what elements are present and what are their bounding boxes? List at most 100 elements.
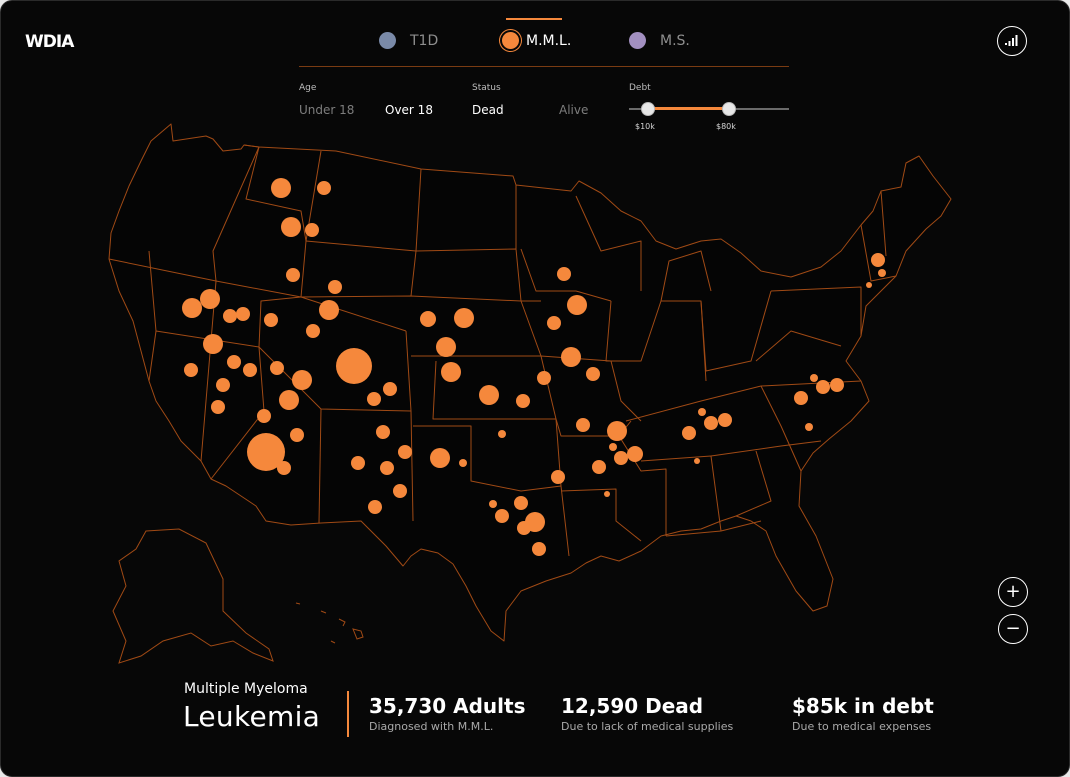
case-marker-tx3[interactable] (495, 509, 509, 523)
case-marker-id6[interactable] (264, 313, 278, 327)
wdia-logo[interactable]: WDIA (25, 32, 74, 52)
zoom-in-button[interactable]: + (998, 577, 1028, 607)
case-marker-ne3[interactable] (436, 337, 456, 357)
case-marker-nv3[interactable] (243, 363, 257, 377)
case-marker-ok1[interactable] (430, 448, 450, 468)
case-marker-ny1[interactable] (871, 253, 885, 267)
stat-diagnosed-value: 35,730 Adults (369, 694, 526, 718)
age-under-18-option[interactable]: Under 18 (299, 103, 355, 117)
case-marker-al1[interactable] (694, 458, 700, 464)
case-marker-ms1[interactable] (614, 451, 628, 465)
case-marker-ks2[interactable] (479, 385, 499, 405)
case-marker-nm3[interactable] (351, 456, 365, 470)
age-over-18-option[interactable]: Over 18 (385, 103, 433, 117)
tab-ms[interactable]: M.S. (629, 32, 690, 49)
debt-slider-max-handle[interactable] (722, 102, 736, 116)
status-dead-option[interactable]: Dead (472, 103, 504, 117)
case-marker-wy2[interactable] (319, 300, 339, 320)
case-marker-va1[interactable] (794, 391, 808, 405)
case-marker-ks3[interactable] (516, 394, 530, 408)
case-marker-mn1[interactable] (557, 267, 571, 281)
case-marker-co3[interactable] (367, 392, 381, 406)
case-marker-nv8[interactable] (211, 400, 225, 414)
t1d-dot-icon (379, 32, 396, 49)
case-marker-mo1[interactable] (537, 371, 551, 385)
case-marker-nv4[interactable] (184, 363, 198, 377)
status-alive-option[interactable]: Alive (559, 103, 589, 117)
case-marker-or4[interactable] (236, 307, 250, 321)
stat-dead-value: 12,590 Dead (561, 694, 704, 718)
case-marker-tn1[interactable] (607, 421, 627, 441)
case-marker-ms2[interactable] (627, 446, 643, 462)
case-marker-az4[interactable] (277, 461, 291, 475)
case-marker-id1[interactable] (271, 178, 291, 198)
case-marker-nv2[interactable] (227, 355, 241, 369)
case-marker-ks1[interactable] (441, 362, 461, 382)
case-marker-ny3[interactable] (866, 282, 872, 288)
case-marker-mo2[interactable] (561, 347, 581, 367)
case-marker-ar1[interactable] (576, 418, 590, 432)
case-marker-ut1[interactable] (306, 324, 320, 338)
case-marker-tx1[interactable] (489, 500, 497, 508)
case-marker-tn2[interactable] (609, 443, 617, 451)
case-marker-nm4[interactable] (380, 461, 394, 475)
disease-subtitle: Multiple Myeloma (184, 681, 308, 697)
stat-debt-desc: Due to medical expenses (792, 720, 932, 733)
case-marker-id3[interactable] (281, 217, 301, 237)
case-marker-va2[interactable] (810, 374, 818, 382)
disease-title: Leukemia (183, 700, 321, 733)
case-marker-id2[interactable] (317, 181, 331, 195)
case-marker-id5[interactable] (286, 268, 300, 282)
case-marker-ok3[interactable] (498, 430, 506, 438)
stats-button[interactable] (997, 26, 1027, 56)
case-marker-nm2[interactable] (398, 445, 412, 459)
case-marker-az3[interactable] (247, 433, 285, 471)
case-marker-id4[interactable] (305, 223, 319, 237)
case-marker-va3[interactable] (816, 380, 830, 394)
case-marker-tx2[interactable] (514, 496, 528, 510)
case-marker-or2[interactable] (200, 289, 220, 309)
case-marker-la2[interactable] (604, 491, 610, 497)
case-marker-ny2[interactable] (878, 269, 886, 277)
case-marker-mo3[interactable] (586, 367, 600, 381)
case-marker-az2[interactable] (290, 428, 304, 442)
minus-icon: − (1005, 618, 1021, 639)
case-marker-ky3[interactable] (718, 413, 732, 427)
tab-mml[interactable]: M.M.L. (502, 32, 571, 49)
case-marker-nm5[interactable] (393, 484, 407, 498)
disease-tabs: T1D M.M.L. M.S. (299, 26, 789, 67)
case-marker-or1[interactable] (182, 298, 202, 318)
case-marker-nm1[interactable] (376, 425, 390, 439)
case-marker-ne1[interactable] (420, 311, 436, 327)
case-marker-nv5[interactable] (216, 378, 230, 392)
tab-t1d[interactable]: T1D (379, 32, 438, 49)
case-marker-co1[interactable] (336, 348, 372, 384)
us-map[interactable] (1, 111, 1070, 671)
case-marker-nc1[interactable] (805, 423, 813, 431)
case-marker-az1[interactable] (257, 409, 271, 423)
case-marker-ia1[interactable] (567, 295, 587, 315)
age-filter-label: Age (299, 83, 317, 93)
case-marker-ok2[interactable] (459, 459, 467, 467)
case-marker-or3[interactable] (223, 309, 237, 323)
case-marker-va4[interactable] (830, 378, 844, 392)
hawaii-islands (295, 602, 364, 644)
case-marker-nv1[interactable] (203, 334, 223, 354)
case-marker-nm6[interactable] (368, 500, 382, 514)
debt-slider-min-handle[interactable] (641, 102, 655, 116)
case-marker-nv6[interactable] (270, 361, 284, 375)
case-marker-co2[interactable] (383, 382, 397, 396)
case-marker-ky1[interactable] (698, 408, 706, 416)
case-marker-ia2[interactable] (547, 316, 561, 330)
case-marker-wy1[interactable] (328, 280, 342, 294)
case-marker-nv7[interactable] (279, 390, 299, 410)
case-marker-ky2[interactable] (704, 416, 718, 430)
case-marker-tx5[interactable] (517, 521, 531, 535)
case-marker-ne2[interactable] (454, 308, 474, 328)
zoom-out-button[interactable]: − (998, 614, 1028, 644)
case-marker-tn3[interactable] (682, 426, 696, 440)
case-marker-tx6[interactable] (532, 542, 546, 556)
case-marker-ar2[interactable] (592, 460, 606, 474)
case-marker-ut2[interactable] (292, 370, 312, 390)
case-marker-la1[interactable] (551, 470, 565, 484)
